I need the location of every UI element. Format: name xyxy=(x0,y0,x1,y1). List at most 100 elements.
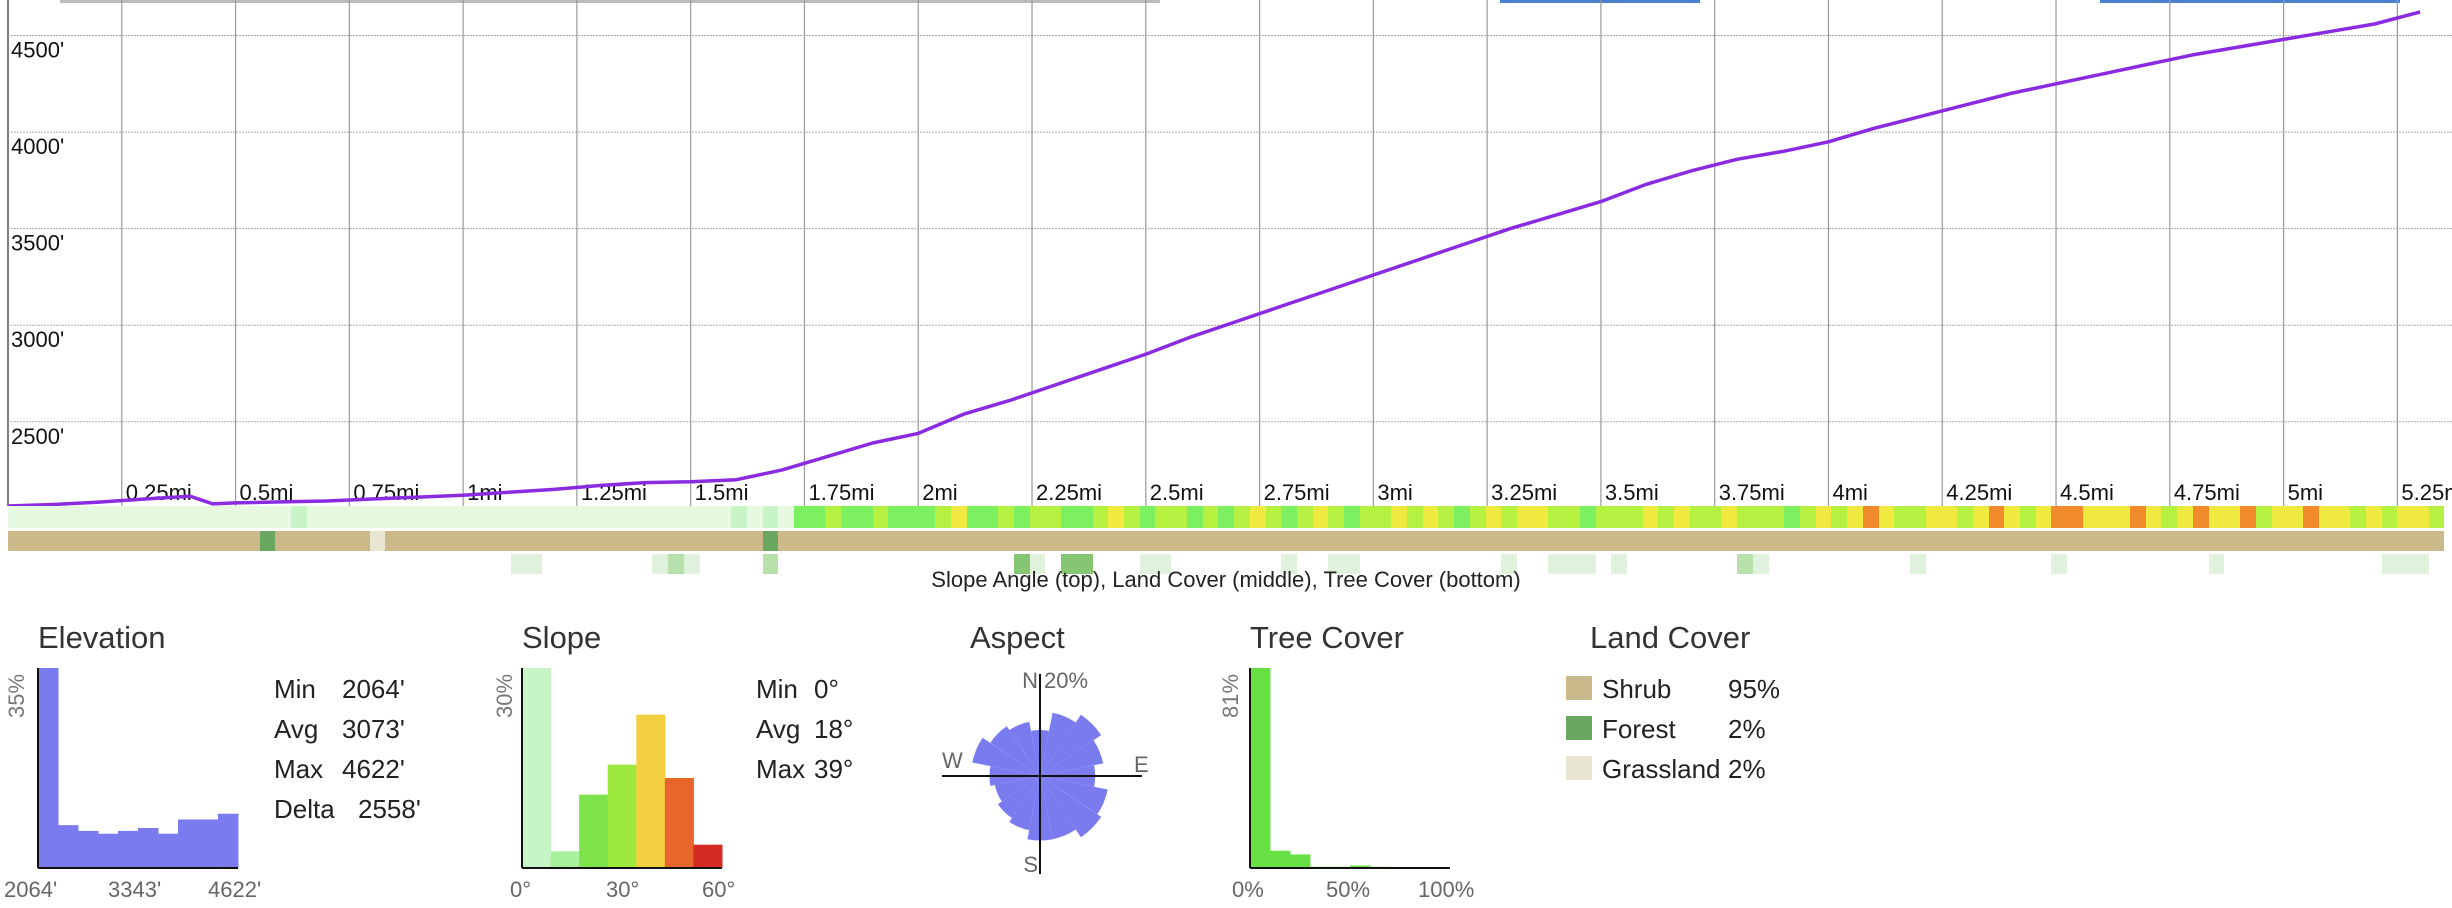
tree-cover-strip xyxy=(8,554,2445,574)
land-strip-cell xyxy=(1988,531,2005,551)
tree-strip-cell xyxy=(1422,554,1439,574)
land-strip-cell xyxy=(1517,531,1533,551)
tree-strip-cell xyxy=(2287,554,2303,574)
land-strip-cell xyxy=(1171,531,1187,551)
land-strip-cell xyxy=(2381,531,2398,551)
slope-stat-max-value: 39° xyxy=(814,754,854,784)
land-strip-cell xyxy=(55,531,71,551)
tree-strip-cell xyxy=(636,554,653,574)
tree-strip-cell xyxy=(605,554,622,574)
land-strip-cell xyxy=(1076,531,1093,551)
slope-strip-cell xyxy=(338,506,354,528)
land-strip-cell xyxy=(165,531,181,551)
slope-strip-cell xyxy=(511,506,527,528)
slope-strip-cell xyxy=(1642,506,1659,528)
land-cover-grassland-label: Grassland xyxy=(1602,754,1721,784)
slope-strip-cell xyxy=(1249,506,1266,528)
land-strip-cell xyxy=(1139,531,1156,551)
tree-strip-cell xyxy=(196,554,213,574)
tree-strip-cell xyxy=(2334,554,2351,574)
land-strip-cell xyxy=(2334,531,2351,551)
slope-strip-cell xyxy=(322,506,339,528)
land-strip-cell xyxy=(1815,531,1832,551)
elev-hist-bar xyxy=(218,813,239,868)
land-strip-cell xyxy=(589,531,606,551)
elevation-stat-avg-label: Avg xyxy=(274,714,319,744)
aspect-sector xyxy=(1040,740,1104,776)
slope-hist-bar xyxy=(607,764,637,868)
slope-strip-cell xyxy=(2098,506,2115,528)
slope-strip-cell xyxy=(1988,506,2005,528)
tree-strip-cell xyxy=(511,554,527,574)
elev-hist-bar xyxy=(78,830,99,868)
aspect-sector xyxy=(1009,721,1040,776)
slope-strip-cell xyxy=(2082,506,2099,528)
slope-strip-cell xyxy=(1548,506,1565,528)
tree-strip-cell xyxy=(416,554,433,574)
land-strip-cell xyxy=(1909,531,1926,551)
profile-x-tick-label: 4mi xyxy=(1832,480,1867,505)
land-strip-cell xyxy=(1737,531,1753,551)
profile-y-tick-label: 4500' xyxy=(11,38,64,63)
slope-strip-cell xyxy=(448,506,464,528)
tree-hist-bar xyxy=(1290,854,1311,868)
tree-strip-cell xyxy=(1155,554,1172,574)
slope-strip-cell xyxy=(39,506,56,528)
tree-strip-cell xyxy=(731,554,747,574)
aspect-panel-title: Aspect xyxy=(970,620,1065,655)
slope-strip-cell xyxy=(1784,506,1800,528)
tree-strip-cell xyxy=(495,554,511,574)
land-strip-cell xyxy=(1344,531,1360,551)
tree-strip-cell xyxy=(149,554,166,574)
slope-strip-cell xyxy=(1124,506,1140,528)
land-strip-cell xyxy=(463,531,480,551)
slope-strip-cell xyxy=(1737,506,1753,528)
slope-strip-cell xyxy=(636,506,653,528)
land-strip-cell xyxy=(1312,531,1329,551)
slope-strip-cell xyxy=(1155,506,1172,528)
tree-strip-cell xyxy=(275,554,291,574)
tree-strip-cell xyxy=(793,554,810,574)
tree-strip-cell xyxy=(2020,554,2036,574)
land-strip-cell xyxy=(1831,531,1848,551)
slope-strip-cell xyxy=(1218,506,1235,528)
profile-x-tick-label: 3.75mi xyxy=(1719,480,1785,505)
slope-strip-cell xyxy=(432,506,449,528)
tree-strip-cell xyxy=(573,554,590,574)
land-strip-cell xyxy=(2318,531,2335,551)
tree-strip-cell xyxy=(2177,554,2193,574)
slope-stat-min-label: Min xyxy=(756,674,798,704)
tree-strip-cell xyxy=(1564,554,1580,574)
profile-x-tick-label: 2.75mi xyxy=(1264,480,1330,505)
land-strip-cell xyxy=(1202,531,1219,551)
slope-strip-cell xyxy=(558,506,574,528)
land-strip-cell xyxy=(2365,531,2382,551)
land-strip-cell xyxy=(1847,531,1863,551)
slope-panel-title: Slope xyxy=(522,620,602,655)
tree-strip-cell xyxy=(2051,554,2068,574)
tree-strip-cell xyxy=(2224,554,2241,574)
slope-strip-cell xyxy=(762,506,779,528)
land-strip-cell xyxy=(8,531,24,551)
tree-strip-cell xyxy=(1579,554,1596,574)
slope-strip-cell xyxy=(2192,506,2209,528)
slope-hist-bar xyxy=(550,851,580,868)
land-strip-cell xyxy=(1611,531,1628,551)
elevation-stat-min-label: Min xyxy=(274,674,316,704)
tree-strip-cell xyxy=(2397,554,2413,574)
aspect-sector xyxy=(1040,714,1102,776)
land-cover-shrub-swatch xyxy=(1566,676,1592,700)
slope-strip-cell xyxy=(1972,506,1989,528)
tree-cover-histogram xyxy=(1249,668,1450,869)
tree-strip-cell xyxy=(1108,554,1125,574)
land-cover-forest-value: 2% xyxy=(1728,714,1766,744)
slope-strip-cell xyxy=(1202,506,1219,528)
elevation-stat-delta-label: Delta xyxy=(274,794,335,824)
tree-strip-cell xyxy=(1784,554,1800,574)
slope-strip-cell xyxy=(1391,506,1407,528)
slope-strip-cell xyxy=(118,506,134,528)
elevation-tick-max: 4622' xyxy=(208,877,262,902)
slope-strip-cell xyxy=(70,506,87,528)
slope-histogram xyxy=(521,668,723,869)
slope-strip-cell xyxy=(2397,506,2413,528)
